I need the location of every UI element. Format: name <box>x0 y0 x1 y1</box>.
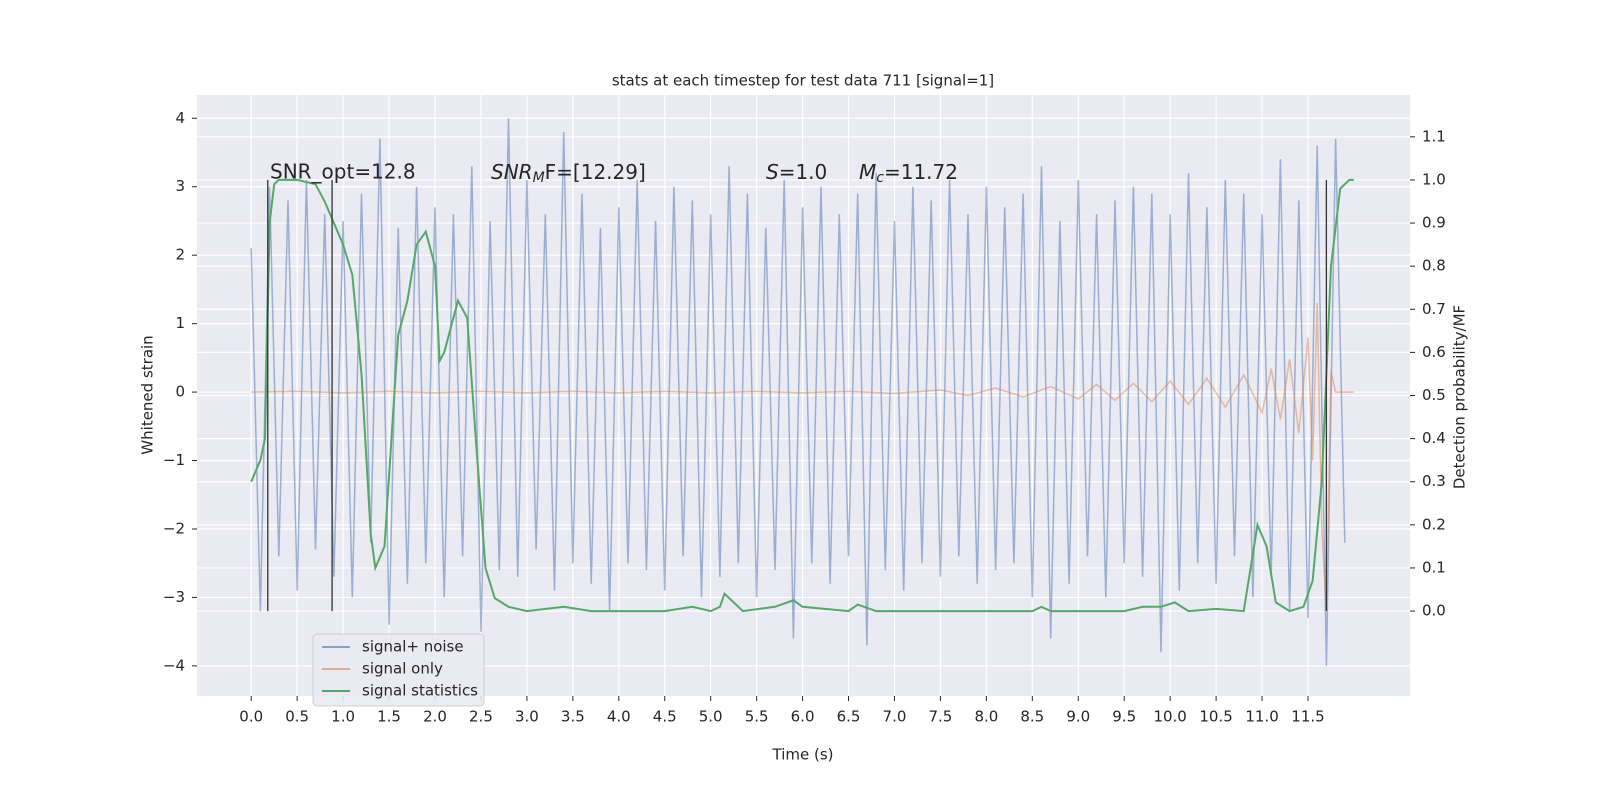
annotation-part: =11.72 <box>884 160 958 184</box>
x-tick-label: 11.0 <box>1245 708 1278 726</box>
y2-tick-label: 0.3 <box>1422 472 1446 490</box>
annotation: SNR_opt=12.8 <box>270 160 416 184</box>
series-line <box>251 303 1354 612</box>
x-tick-label: 1.5 <box>377 708 401 726</box>
y-tick-label: 0 <box>175 383 185 401</box>
y-axis-label: Whitened strain <box>139 335 157 454</box>
y2-tick-label: 0.6 <box>1422 343 1446 361</box>
y-tick-label: 4 <box>175 109 185 127</box>
x-axis-label: Time (s) <box>772 746 834 764</box>
x-tick-label: 10.0 <box>1153 708 1186 726</box>
y2-tick-label: 1.1 <box>1422 127 1446 145</box>
x-tick-label: 5.5 <box>745 708 769 726</box>
legend-label: signal only <box>362 660 443 678</box>
x-tick-label: 9.0 <box>1066 708 1090 726</box>
x-tick-label: 1.0 <box>331 708 355 726</box>
series-line <box>250 178 1354 613</box>
y2-tick-label: 0.9 <box>1422 214 1446 232</box>
x-tick-label: 2.5 <box>469 708 493 726</box>
x-tick-label: 11.5 <box>1291 708 1324 726</box>
y2-tick-label: 0.2 <box>1422 515 1446 533</box>
annotation-part: =1.0 <box>779 160 828 184</box>
y2-tick-label: 0.7 <box>1422 300 1446 318</box>
x-tick-label: 8.5 <box>1020 708 1044 726</box>
annotation-part: c <box>876 170 884 186</box>
x-tick-label: 7.5 <box>928 708 952 726</box>
annotation-part: F=[12.29] <box>545 160 646 184</box>
legend-box <box>312 633 485 707</box>
x-tick-label: 3.5 <box>561 708 585 726</box>
y2-tick-label: 0.5 <box>1422 386 1446 404</box>
y2-tick-label: 0.1 <box>1422 558 1446 576</box>
x-tick-label: 0.0 <box>239 708 263 726</box>
y2-tick-label: 0.8 <box>1422 257 1446 275</box>
y2-tick-label: 0.4 <box>1422 429 1446 447</box>
x-tick-label: 4.5 <box>653 708 677 726</box>
annotation-part: S <box>766 160 779 184</box>
annotation: S=1.0 <box>766 160 827 184</box>
x-tick-label: 4.0 <box>607 708 631 726</box>
chart-title: stats at each timestep for test data 711… <box>612 72 994 90</box>
y-tick-label: −2 <box>163 519 185 537</box>
x-tick-label: 9.5 <box>1112 708 1136 726</box>
x-tick-label: 6.5 <box>837 708 861 726</box>
x-tick-label: 6.0 <box>791 708 815 726</box>
y-tick-label: −4 <box>163 656 185 674</box>
x-tick-label: 10.5 <box>1199 708 1232 726</box>
x-tick-label: 3.0 <box>515 708 539 726</box>
annotation-part: SNR <box>491 160 533 184</box>
y2-tick-label: 1.0 <box>1422 170 1446 188</box>
x-tick-label: 2.0 <box>423 708 447 726</box>
x-tick-label: 8.0 <box>974 708 998 726</box>
annotation: SNRMF=[12.29] <box>491 160 646 187</box>
y-tick-label: −3 <box>163 588 185 606</box>
x-tick-label: 5.0 <box>699 708 723 726</box>
annotation-part: M <box>533 170 545 186</box>
x-tick-label: 7.0 <box>883 708 907 726</box>
legend-label: signal+ noise <box>362 638 464 656</box>
annotation-part: M <box>859 160 876 184</box>
y-tick-label: 2 <box>175 246 185 264</box>
y2-tick-label: 0.0 <box>1422 602 1446 620</box>
y2-axis-label: Detection probability/MF <box>1451 305 1469 489</box>
legend-label: signal statistics <box>362 682 478 700</box>
annotation: Mc=11.72 <box>859 160 958 187</box>
series-line <box>250 118 1346 666</box>
y-tick-label: 3 <box>175 177 185 195</box>
y-tick-label: −1 <box>163 451 185 469</box>
x-tick-label: 0.5 <box>285 708 309 726</box>
y-tick-label: 1 <box>175 314 185 332</box>
